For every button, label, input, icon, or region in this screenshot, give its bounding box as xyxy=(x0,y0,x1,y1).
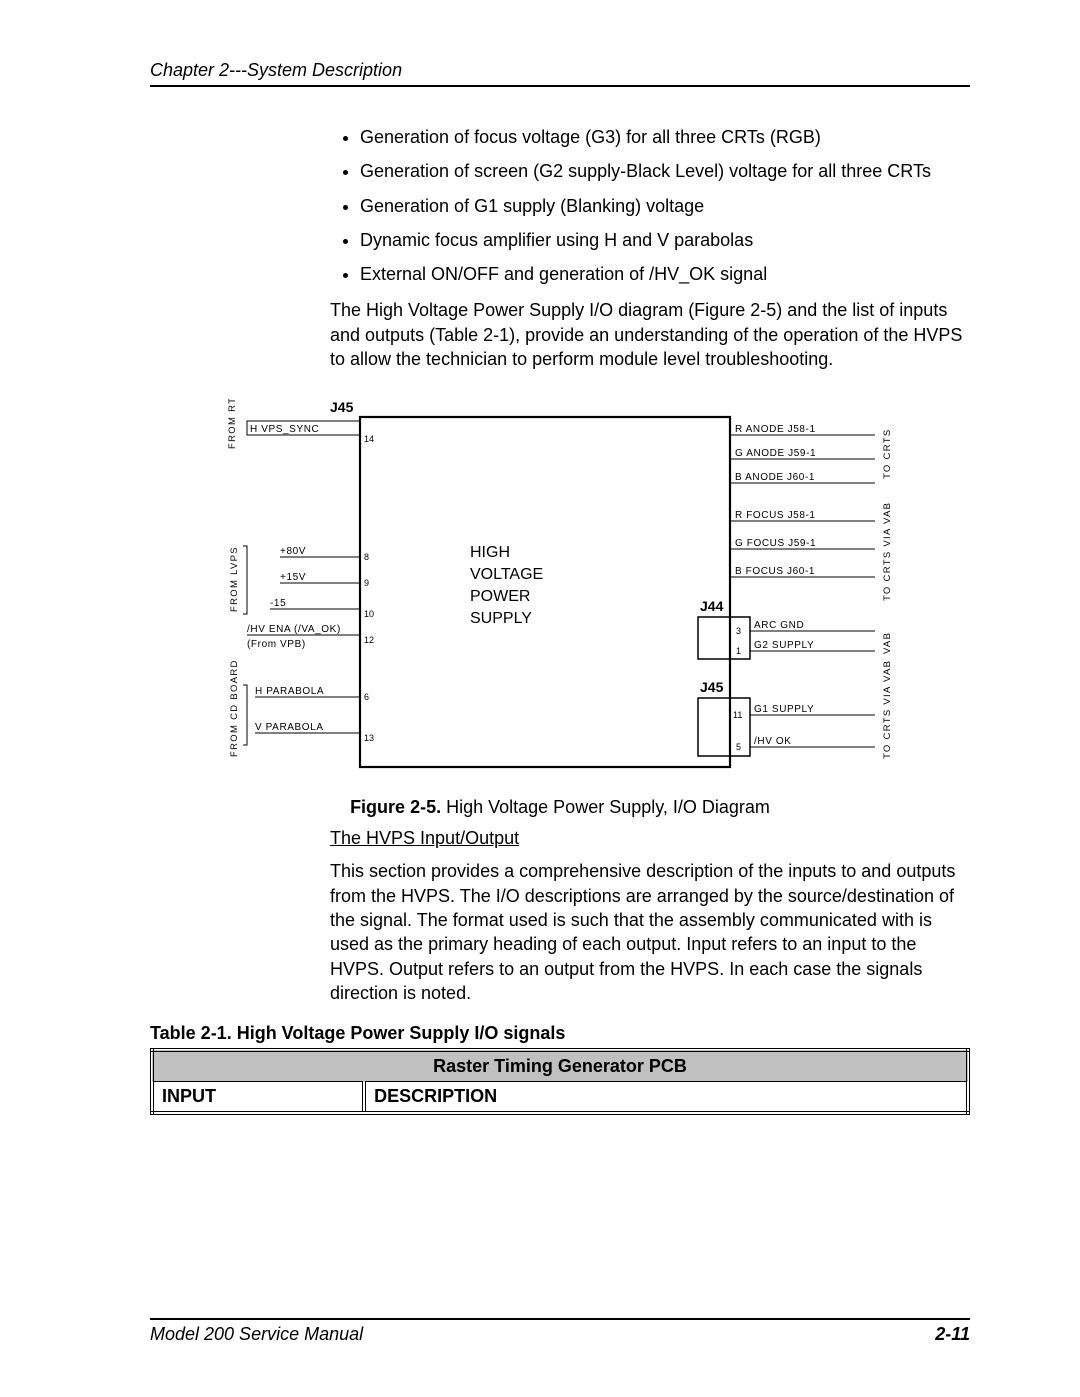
table-col-description: DESCRIPTION xyxy=(364,1082,968,1114)
figure-caption: Figure 2-5. High Voltage Power Supply, I… xyxy=(150,797,970,818)
svg-text:H VPS_SYNC: H VPS_SYNC xyxy=(250,424,319,435)
svg-text:13: 13 xyxy=(364,733,374,743)
bullet-item: External ON/OFF and generation of /HV_OK… xyxy=(360,262,970,286)
svg-text:TO CRTS: TO CRTS xyxy=(882,429,893,479)
svg-text:POWER: POWER xyxy=(470,588,530,605)
svg-text:G2 SUPPLY: G2 SUPPLY xyxy=(754,640,814,651)
io-table: Raster Timing Generator PCB INPUT DESCRI… xyxy=(150,1048,970,1115)
svg-text:8: 8 xyxy=(364,552,369,562)
svg-text:5: 5 xyxy=(736,742,741,752)
paragraph: This section provides a comprehensive de… xyxy=(330,859,970,1005)
svg-text:14: 14 xyxy=(364,434,374,444)
svg-text:12: 12 xyxy=(364,635,374,645)
box-label: HIGH xyxy=(470,544,510,561)
page-header: Chapter 2---System Description xyxy=(150,60,970,87)
svg-text:G FOCUS J59-1: G FOCUS J59-1 xyxy=(735,538,816,549)
svg-text:V PARABOLA: V PARABOLA xyxy=(255,722,324,733)
svg-text:1: 1 xyxy=(736,646,741,656)
svg-text:10: 10 xyxy=(364,609,374,619)
conn-j45-right: J45 xyxy=(700,679,724,695)
svg-text:ARC GND: ARC GND xyxy=(754,620,804,631)
bullet-item: Generation of G1 supply (Blanking) volta… xyxy=(360,194,970,218)
svg-text:R FOCUS J58-1: R FOCUS J58-1 xyxy=(735,510,816,521)
svg-text:H PARABOLA: H PARABOLA xyxy=(255,686,324,697)
svg-text:11: 11 xyxy=(733,710,742,720)
svg-text:G ANODE J59-1: G ANODE J59-1 xyxy=(735,448,816,459)
svg-text:TO CRTS VIA VAB: TO CRTS VIA VAB xyxy=(882,502,893,601)
table-header: Raster Timing Generator PCB xyxy=(152,1050,968,1082)
svg-text:6: 6 xyxy=(364,692,369,702)
svg-text:+80V: +80V xyxy=(280,546,306,557)
table-col-input: INPUT xyxy=(152,1082,364,1114)
svg-text:TO CRTS VIA VAB: TO CRTS VIA VAB xyxy=(882,660,893,759)
page-number: 2-11 xyxy=(935,1324,970,1345)
svg-text:SUPPLY: SUPPLY xyxy=(470,610,532,627)
page-footer: Model 200 Service Manual 2-11 xyxy=(150,1318,970,1345)
svg-text:B FOCUS J60-1: B FOCUS J60-1 xyxy=(735,566,815,577)
io-diagram: J45 HIGH VOLTAGE POWER SUPPLY FROM RTG H… xyxy=(150,399,970,779)
svg-text:-15: -15 xyxy=(270,598,286,609)
svg-text:G1 SUPPLY: G1 SUPPLY xyxy=(754,704,814,715)
svg-text:FROM LVPS: FROM LVPS xyxy=(229,546,240,612)
svg-text:3: 3 xyxy=(736,626,741,636)
svg-text:+15V: +15V xyxy=(280,572,306,583)
svg-text:/HV ENA (/VA_OK): /HV ENA (/VA_OK) xyxy=(247,624,341,635)
svg-text:VOLTAGE: VOLTAGE xyxy=(470,566,543,583)
svg-text:FROM RTG: FROM RTG xyxy=(227,399,238,449)
conn-j44: J44 xyxy=(700,598,724,614)
bullet-item: Generation of focus voltage (G3) for all… xyxy=(360,125,970,149)
bullet-item: Generation of screen (G2 supply-Black Le… xyxy=(360,159,970,183)
subheading: The HVPS Input/Output xyxy=(330,828,970,849)
footer-left: Model 200 Service Manual xyxy=(150,1324,363,1345)
svg-text:R ANODE J58-1: R ANODE J58-1 xyxy=(735,424,816,435)
svg-text:/HV OK: /HV OK xyxy=(754,736,792,747)
svg-text:B ANODE J60-1: B ANODE J60-1 xyxy=(735,472,815,483)
table-title: Table 2-1. High Voltage Power Supply I/O… xyxy=(150,1023,970,1044)
paragraph: The High Voltage Power Supply I/O diagra… xyxy=(330,298,970,371)
conn-j45-top: J45 xyxy=(330,399,354,415)
svg-text:(From VPB): (From VPB) xyxy=(247,639,306,650)
bullet-item: Dynamic focus amplifier using H and V pa… xyxy=(360,228,970,252)
svg-text:9: 9 xyxy=(364,578,369,588)
bullet-list: Generation of focus voltage (G3) for all… xyxy=(330,125,970,286)
svg-text:FROM CD BOARD: FROM CD BOARD xyxy=(229,660,240,758)
svg-text:VAB: VAB xyxy=(882,632,893,654)
